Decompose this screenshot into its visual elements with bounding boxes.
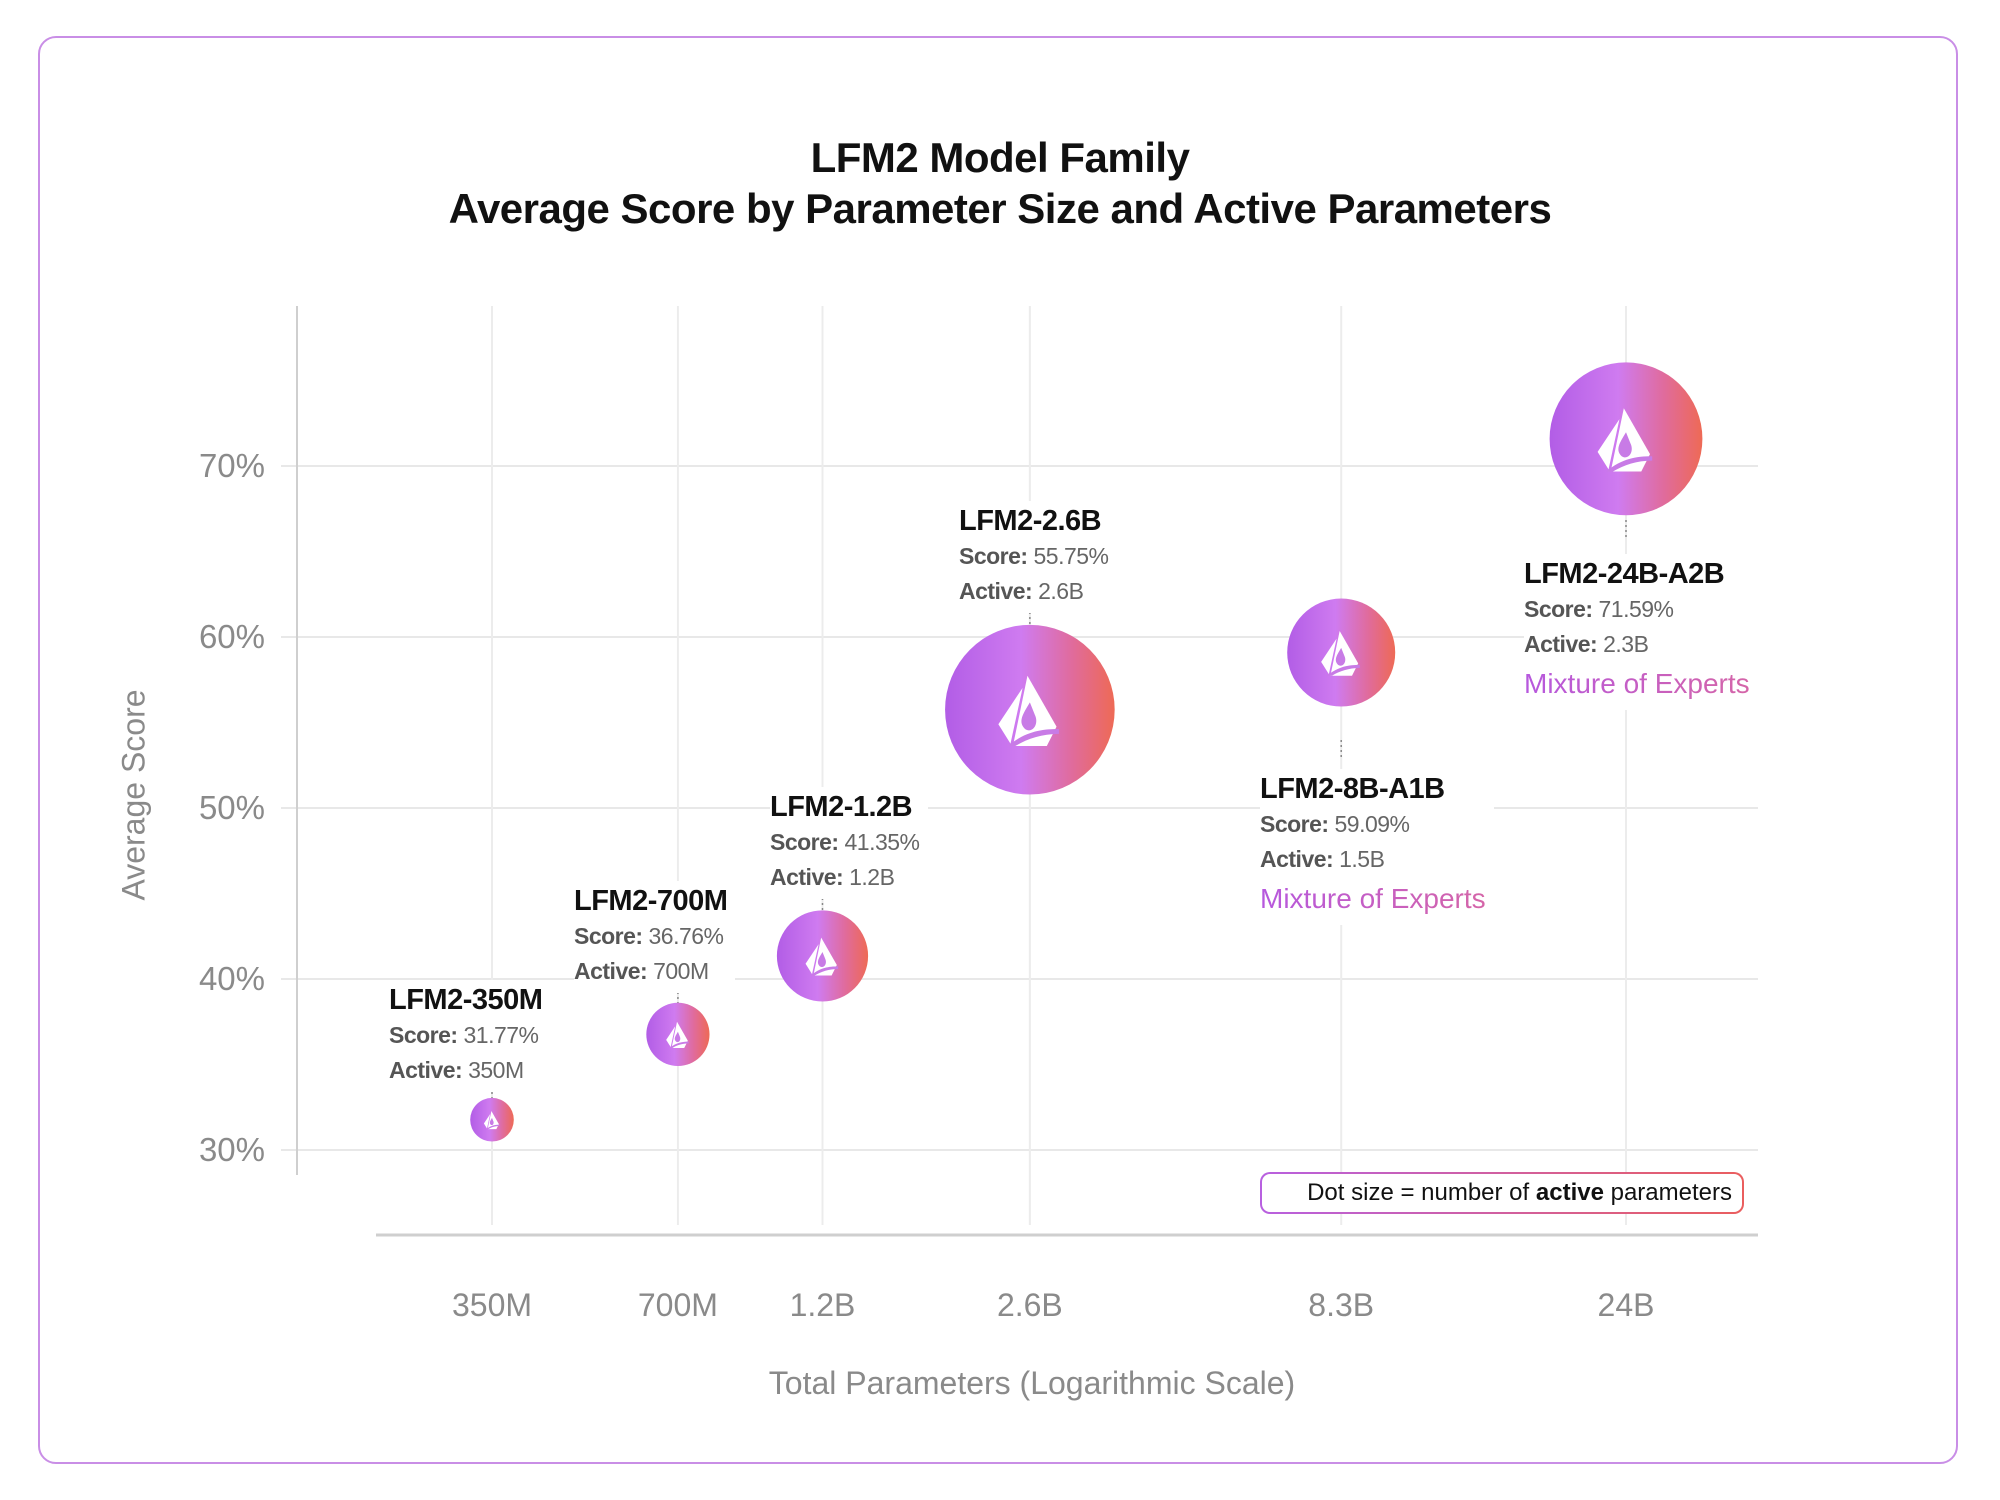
active-value: 2.6B [1038,578,1084,604]
score-line: Score: 36.76% [574,919,727,954]
model-name: LFM2-8B-A1B [1260,773,1445,805]
lfm-logo-icon [483,1111,500,1130]
x-tick-label: 8.3B [1308,1287,1375,1323]
score-prefix: Score: [389,1022,458,1048]
bubble [945,624,1115,795]
point-label: LFM2-1.2B Score: 41.35% Active: 1.2B [770,787,928,899]
point-label: LFM2-8B-A1B Score: 59.09% Active: 1.5B Mi… [1260,769,1494,925]
score-prefix: Score: [1524,596,1593,622]
model-name: LFM2-700M [574,885,728,917]
active-prefix: Active: [1524,631,1598,657]
score-value: 71.59% [1598,596,1674,622]
score-value: 41.35% [844,829,920,855]
active-line: Active: 350M [389,1053,542,1088]
lfm-logo-icon [805,937,839,976]
x-axis-label: Total Parameters (Logarithmic Scale) [768,1365,1296,1401]
y-tick-label: 40% [198,960,265,997]
score-value: 31.77% [463,1022,539,1048]
model-name: LFM2-350M [389,984,543,1016]
active-prefix: Active: [1260,846,1334,872]
moe-tag: Mixture of Experts [1260,877,1486,921]
score-line: Score: 59.09% [1260,807,1486,842]
y-tick-label: 70% [198,447,265,484]
y-tick-label: 50% [198,789,265,826]
score-prefix: Score: [959,543,1028,569]
model-name: LFM2-2.6B [959,505,1102,537]
score-prefix: Score: [1260,811,1329,837]
score-line: Score: 71.59% [1524,592,1750,627]
y-tick-label: 60% [198,618,265,655]
active-value: 1.5B [1339,846,1385,872]
lfm-logo-icon [998,675,1059,747]
chart-subtitle: Average Score by Parameter Size and Acti… [448,185,1552,232]
score-prefix: Score: [770,829,839,855]
active-prefix: Active: [574,958,648,984]
point-label: LFM2-24B-A2B Score: 71.59% Active: 2.3B M… [1524,554,1758,710]
active-line: Active: 2.3B [1524,627,1750,662]
lfm-logo-icon [1597,408,1653,472]
x-tick-label: 1.2B [789,1287,856,1323]
bubble [776,910,869,1002]
x-tick-label: 2.6B [996,1287,1063,1323]
active-prefix: Active: [770,864,844,890]
chart-title: LFM2 Model Family [810,134,1190,181]
point-label: LFM2-700M Score: 36.76% Active: 700M [574,881,736,993]
active-line: Active: 1.5B [1260,842,1486,877]
chart-frame [38,36,1958,1464]
active-prefix: Active: [959,578,1033,604]
score-line: Score: 55.75% [959,539,1109,574]
bubble [1549,362,1703,516]
legend-bold: active [1535,1179,1604,1206]
moe-tag: Mixture of Experts [1524,662,1750,706]
x-tick-label: 700M [637,1287,718,1323]
active-line: Active: 1.2B [770,860,920,895]
active-value: 2.3B [1603,631,1649,657]
active-value: 350M [468,1057,524,1083]
lfm-logo-icon [1321,630,1360,676]
active-prefix: Active: [389,1057,463,1083]
legend-suffix: parameters [1603,1179,1732,1206]
bubble [646,1002,710,1067]
dot-size-legend: Dot size = number of active parameters [1260,1172,1744,1214]
active-value: 700M [653,958,709,984]
x-tick-label: 350M [451,1287,533,1323]
active-line: Active: 700M [574,954,727,989]
score-prefix: Score: [574,923,643,949]
model-name: LFM2-1.2B [770,791,913,823]
score-line: Score: 31.77% [389,1018,542,1053]
lfm-logo-icon [666,1021,689,1048]
x-tick-label: 24B [1597,1287,1655,1323]
score-value: 36.76% [648,923,724,949]
legend-prefix: Dot size = number of [1307,1179,1536,1206]
active-line: Active: 2.6B [959,574,1109,609]
point-label: LFM2-350M Score: 31.77% Active: 350M [389,980,551,1092]
score-line: Score: 41.35% [770,825,920,860]
score-value: 59.09% [1334,811,1410,837]
y-axis-label: Average Score [115,689,152,901]
active-value: 1.2B [849,864,895,890]
bubble [470,1097,514,1142]
y-tick-label: 30% [198,1131,265,1168]
score-value: 55.75% [1033,543,1109,569]
model-name: LFM2-24B-A2B [1524,558,1725,590]
bubble [1287,598,1396,707]
point-label: LFM2-2.6B Score: 55.75% Active: 2.6B [959,501,1117,613]
